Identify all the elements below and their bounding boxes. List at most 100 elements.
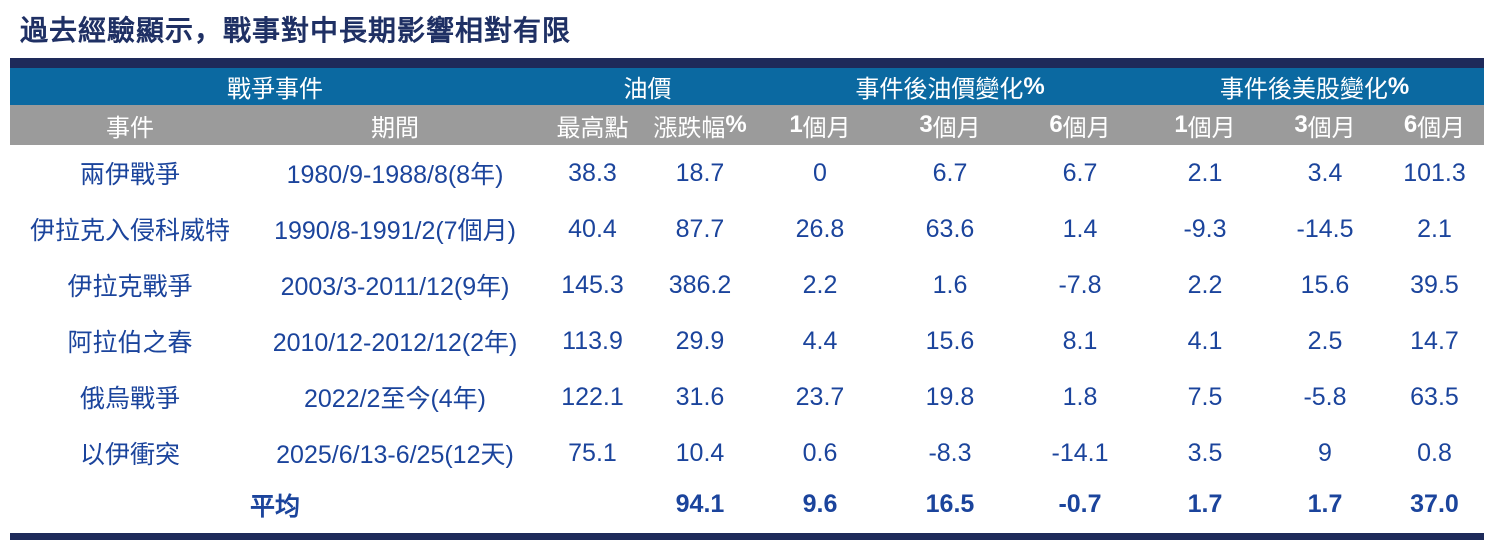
column-header-label: 個月 [1417, 114, 1466, 142]
column-header-label: 最高點 [556, 114, 629, 142]
oil-3m-cell: 1.6 [932, 270, 968, 299]
event-cell: 以伊衝突 [79, 441, 180, 469]
oil-change-cell: 386.2 [668, 270, 732, 299]
oil-3m-cell: -8.3 [928, 438, 972, 467]
oil-change-cell: 10.4 [675, 438, 725, 467]
column-header-stock-6m: 6 個月 [1385, 105, 1484, 145]
stock-3m-cell: 9 [1318, 438, 1332, 467]
column-header-label: 漲跌幅 [653, 114, 726, 142]
oil-high-cell: 145.3 [561, 270, 624, 299]
column-header-oil-3m: 3 個月 [885, 105, 1015, 145]
column-header-label: 個月 [932, 114, 981, 142]
group-header-oil-change-after: 事件後油價變化% [755, 68, 1145, 105]
column-header-num: 6 [1049, 111, 1063, 138]
group-header-stock-change-after: 事件後美股變化% [1145, 68, 1484, 105]
group-header-oil-price: 油價 [540, 68, 755, 105]
average-oil-1m-cell: 9.6 [802, 490, 838, 518]
average-label: 平均 [249, 492, 300, 521]
event-cell: 伊拉克入侵科威特 [29, 217, 230, 245]
oil-6m-cell: 6.7 [1062, 158, 1098, 187]
average-stock-3m-cell: 1.7 [1307, 490, 1343, 518]
table-row: 俄烏戰爭 2022/2至今(4年) 122.1 31.6 23.7 19.8 1.8 7.5 -… [10, 369, 1484, 425]
event-cell: 阿拉伯之春 [67, 329, 193, 357]
average-oil-change-cell: 94.1 [675, 490, 725, 518]
stock-1m-cell: 4.1 [1187, 326, 1223, 355]
table-row: 以伊衝突 2025/6/13-6/25(12天) 75.1 10.4 0.6 -8.3 -1… [10, 425, 1484, 481]
oil-high-cell: 38.3 [568, 158, 617, 187]
table-row: 伊拉克戰爭 2003/3-2011/12(9年) 145.3 386.2 2.2 1.6 -… [10, 257, 1484, 313]
average-stock-1m-cell: 1.7 [1187, 490, 1223, 518]
oil-change-cell: 87.7 [675, 214, 725, 243]
war-impact-table: 戰爭事件 油價 事件後油價變化% 事件後美股變化% 事件 期間 最高點 漲跌幅%… [10, 58, 1484, 540]
oil-6m-cell: 1.8 [1062, 382, 1098, 411]
stock-1m-cell: 2.1 [1187, 158, 1223, 187]
table-top-border [10, 58, 1484, 68]
oil-3m-cell: 6.7 [932, 158, 968, 187]
table-row: 兩伊戰爭 1980/9-1988/8(8年) 38.3 18.7 0 6.7 6.7 2.1 3… [10, 145, 1484, 201]
group-header-label: 油價 [623, 76, 672, 103]
oil-high-cell: 122.1 [561, 382, 624, 411]
stock-3m-cell: 15.6 [1300, 270, 1350, 299]
stock-3m-cell: -14.5 [1296, 214, 1354, 243]
period-cell: 1980/9-1988/8(8年) [286, 161, 504, 189]
event-cell: 兩伊戰爭 [79, 161, 180, 189]
table-body: 兩伊戰爭 1980/9-1988/8(8年) 38.3 18.7 0 6.7 6.7 2.1 3… [10, 145, 1484, 481]
column-header-num: 1 [789, 111, 803, 138]
column-header-num: 1 [1174, 111, 1188, 138]
oil-6m-cell: 8.1 [1062, 326, 1098, 355]
column-header-period: 期間 [250, 105, 540, 145]
group-header-label: 戰爭事件 [227, 76, 323, 103]
oil-change-cell: 31.6 [675, 382, 725, 411]
period-cell: 2003/3-2011/12(9年) [280, 273, 510, 301]
stock-3m-cell: 2.5 [1307, 326, 1343, 355]
column-header-change-pct: 漲跌幅% [645, 105, 755, 145]
column-header-high: 最高點 [540, 105, 645, 145]
table-row: 阿拉伯之春 2010/12-2012/12(2年) 113.9 29.9 4.4 15.6… [10, 313, 1484, 369]
column-header-label: 個月 [1307, 114, 1356, 142]
oil-change-cell: 29.9 [675, 326, 725, 355]
stock-6m-cell: 101.3 [1403, 158, 1466, 187]
oil-1m-cell: 26.8 [795, 214, 845, 243]
group-header-label: 事件後油價變化 [855, 76, 1024, 103]
stock-1m-cell: 3.5 [1187, 438, 1223, 467]
oil-3m-cell: 15.6 [925, 326, 975, 355]
stock-1m-cell: -9.3 [1183, 214, 1227, 243]
group-header-war-events: 戰爭事件 [10, 68, 540, 105]
stock-6m-cell: 14.7 [1410, 326, 1459, 355]
column-header-num: 6 [1403, 111, 1418, 138]
average-row: 平均 94.1 9.6 16.5 -0.7 1.7 1.7 37.0 [10, 481, 1484, 528]
oil-high-cell: 40.4 [568, 214, 617, 243]
column-header-oil-1m: 1 個月 [755, 105, 885, 145]
column-header-suffix: % [725, 111, 747, 138]
column-header-num: 3 [1294, 111, 1308, 138]
oil-3m-cell: 63.6 [925, 214, 975, 243]
oil-6m-cell: 1.4 [1062, 214, 1098, 243]
period-cell: 2010/12-2012/12(2年) [272, 329, 518, 357]
stock-3m-cell: 3.4 [1307, 158, 1343, 187]
stock-1m-cell: 2.2 [1187, 270, 1223, 299]
group-header-suffix: % [1023, 72, 1045, 100]
stock-3m-cell: -5.8 [1303, 382, 1347, 411]
stock-6m-cell: 39.5 [1410, 270, 1459, 299]
column-header-label: 個月 [802, 114, 851, 142]
group-header-row: 戰爭事件 油價 事件後油價變化% 事件後美股變化% [10, 68, 1484, 105]
event-cell: 伊拉克戰爭 [67, 273, 193, 301]
column-header-stock-1m: 1 個月 [1145, 105, 1265, 145]
column-header-stock-3m: 3 個月 [1265, 105, 1385, 145]
oil-high-cell: 113.9 [562, 326, 623, 355]
stock-6m-cell: 0.8 [1417, 438, 1452, 467]
oil-6m-cell: -14.1 [1051, 438, 1109, 467]
table-bottom-border [10, 533, 1484, 540]
oil-change-cell: 18.7 [675, 158, 725, 187]
column-header-event: 事件 [10, 105, 250, 145]
event-cell: 俄烏戰爭 [79, 385, 180, 413]
oil-1m-cell: 2.2 [802, 270, 838, 299]
oil-high-cell: 75.1 [568, 438, 617, 467]
group-header-suffix: % [1387, 72, 1410, 100]
group-header-label: 事件後美股變化 [1219, 76, 1388, 103]
oil-6m-cell: -7.8 [1058, 270, 1102, 299]
average-oil-3m-cell: 16.5 [925, 490, 975, 518]
oil-3m-cell: 19.8 [925, 382, 975, 411]
average-oil-high-cell [540, 481, 645, 528]
stock-1m-cell: 7.5 [1187, 382, 1223, 411]
